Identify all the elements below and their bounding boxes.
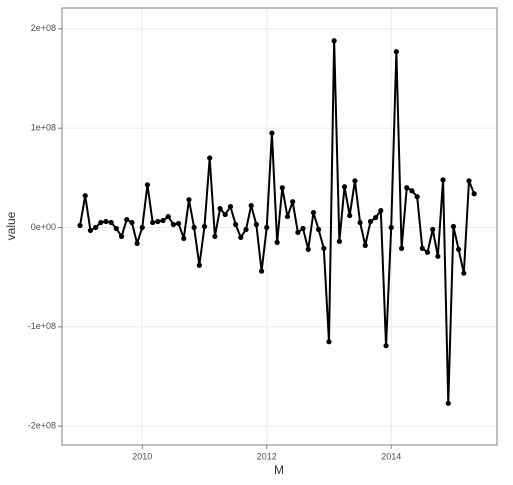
point (466, 178, 472, 184)
point (227, 204, 234, 210)
point (388, 224, 394, 231)
point (253, 221, 259, 228)
point (290, 199, 296, 205)
point (150, 219, 156, 226)
point (82, 193, 88, 199)
point (113, 225, 119, 232)
point (269, 130, 275, 136)
point (424, 249, 431, 255)
point (352, 178, 358, 184)
point (186, 197, 192, 203)
point (201, 223, 208, 230)
y-tick-label: 2e+08 (31, 23, 56, 33)
point (144, 182, 151, 188)
point (367, 218, 374, 225)
point (336, 238, 342, 244)
point (77, 222, 83, 229)
point (93, 224, 99, 231)
x-axis-title: M (274, 463, 284, 477)
point (108, 219, 114, 226)
point (347, 212, 353, 219)
point (419, 245, 425, 251)
x-tick-label: 2010 (132, 451, 152, 461)
point (440, 177, 446, 183)
y-axis-title: value (4, 211, 18, 240)
point (450, 223, 457, 230)
y-tick-label: -1e+08 (28, 321, 56, 331)
point (341, 184, 348, 190)
point (357, 219, 363, 226)
point (362, 242, 368, 248)
point (98, 219, 104, 226)
point (222, 211, 228, 218)
point (196, 262, 202, 268)
point (445, 400, 451, 406)
point (409, 188, 415, 194)
point (243, 226, 249, 233)
point (373, 214, 379, 221)
point (315, 226, 322, 233)
point (160, 217, 166, 224)
point (129, 219, 135, 226)
point (212, 233, 218, 240)
point (264, 224, 270, 231)
point (238, 234, 244, 241)
point (134, 240, 140, 246)
point (175, 220, 182, 227)
point (87, 227, 94, 234)
point (378, 208, 384, 214)
point (139, 224, 145, 231)
point (430, 226, 436, 233)
point (217, 206, 223, 212)
point (103, 218, 109, 225)
point (295, 229, 301, 236)
y-tick-label: 0e+00 (31, 222, 56, 232)
point (165, 213, 171, 220)
x-tick-label: 2012 (257, 451, 277, 461)
point (118, 233, 125, 240)
point (461, 270, 467, 276)
point (248, 203, 254, 209)
point (321, 245, 327, 251)
point (191, 224, 197, 231)
point (310, 209, 317, 216)
point (398, 245, 405, 251)
point (435, 253, 441, 259)
point (404, 185, 410, 191)
point (155, 218, 161, 225)
point (124, 216, 130, 223)
point (233, 221, 239, 228)
point (284, 213, 291, 220)
point (456, 246, 462, 252)
point (181, 235, 187, 242)
point (393, 49, 399, 55)
point (279, 185, 285, 191)
point (300, 225, 306, 232)
x-tick-label: 2014 (381, 451, 401, 461)
point (331, 38, 337, 44)
point (258, 268, 265, 274)
point (326, 339, 332, 345)
point (383, 343, 389, 349)
point (274, 239, 280, 245)
point (207, 155, 213, 161)
point (305, 246, 311, 252)
panel-border (61, 7, 498, 446)
y-tick-label: 1e+08 (31, 123, 56, 133)
y-tick-label: -2e+08 (28, 421, 56, 431)
point (414, 194, 420, 200)
point (170, 221, 176, 228)
point (471, 191, 477, 197)
